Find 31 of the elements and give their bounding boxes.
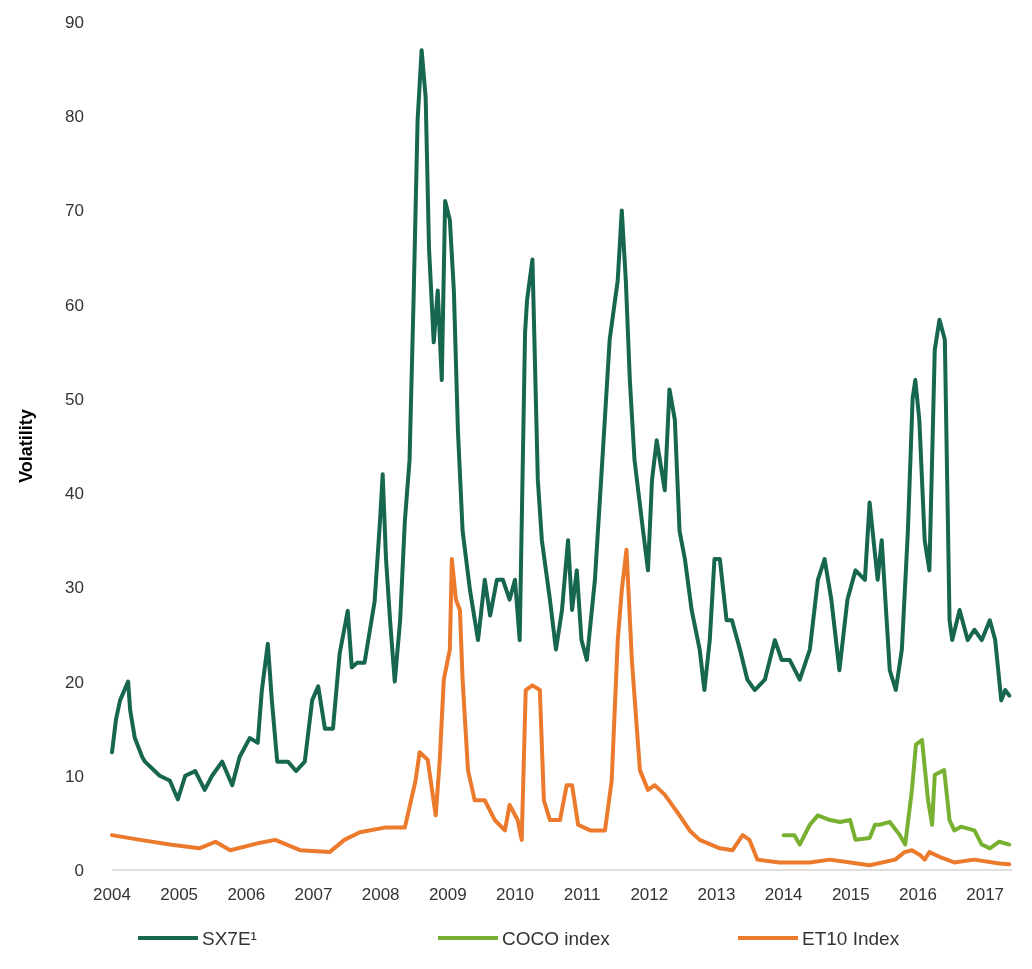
- legend-label: COCO index: [502, 927, 611, 949]
- x-tick-label: 2006: [227, 885, 266, 904]
- y-tick-label: 80: [65, 107, 84, 127]
- x-tick-label: 2008: [361, 885, 400, 904]
- y-tick-label: 20: [65, 672, 84, 692]
- x-tick-label: 2014: [764, 885, 803, 904]
- x-tick-label: 2004: [93, 885, 131, 904]
- x-tick-label: 2010: [496, 885, 534, 904]
- x-tick-label: 2013: [697, 885, 736, 904]
- legend-label: ET10 Index: [802, 927, 900, 949]
- line-series: [110, 48, 1012, 802]
- line-series: [110, 547, 1012, 868]
- x-tick-label: 2005: [160, 885, 199, 904]
- y-tick-label: 30: [65, 578, 84, 598]
- y-tick-label: 70: [65, 201, 84, 221]
- y-tick-label: 90: [65, 12, 84, 32]
- y-tick-label: 60: [65, 295, 84, 315]
- x-tick-label: 2017: [966, 885, 1005, 904]
- x-tick-label: 2012: [630, 885, 669, 904]
- x-tick-label: 2015: [831, 885, 870, 904]
- y-tick-label: 0: [74, 860, 84, 880]
- y-tick-label: 50: [65, 389, 84, 409]
- y-tick-label: 10: [65, 766, 84, 786]
- x-tick-label: 2016: [899, 885, 937, 904]
- line-series: [781, 737, 1012, 851]
- x-tick-label: 2011: [563, 885, 601, 904]
- legend-label: SX7E¹: [202, 927, 257, 949]
- y-tick-label: 40: [65, 484, 84, 504]
- x-tick-label: 2009: [428, 885, 467, 904]
- y-axis-title: Volatility: [16, 409, 36, 483]
- x-tick-label: 2007: [294, 885, 333, 904]
